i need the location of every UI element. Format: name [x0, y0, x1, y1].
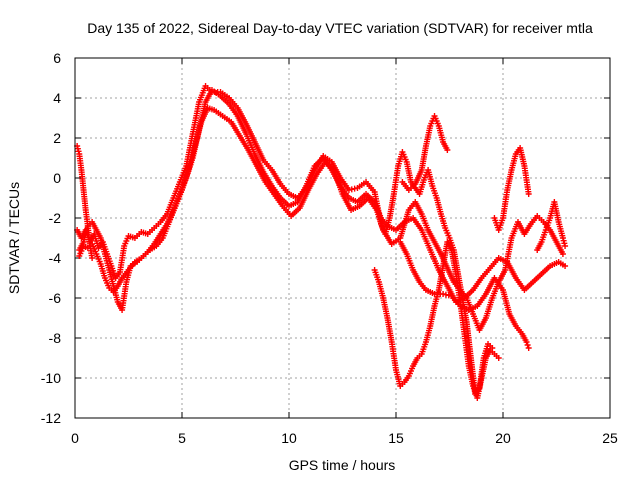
series-track-2	[76, 105, 566, 333]
series-track-5	[397, 239, 532, 351]
y-tick-label: -6	[49, 290, 62, 306]
y-tick-label: -2	[49, 210, 62, 226]
data-point	[525, 191, 532, 197]
series-track-7	[491, 145, 532, 233]
x-tick-label: 20	[495, 430, 511, 446]
series-track-4	[371, 239, 502, 401]
x-tick-label: 25	[602, 430, 618, 446]
y-tick-label: -8	[49, 330, 62, 346]
y-ticks: -12 -10 -8 -6 -4 -2 0 2 4 6	[41, 50, 610, 426]
plot-frame	[74, 57, 611, 419]
y-tick-label: 4	[53, 90, 61, 106]
x-ticks: 0 5 10 15 20 25	[71, 58, 618, 446]
chart-title: Day 135 of 2022, Sidereal Day-to-day VTE…	[87, 20, 593, 36]
x-tick-label: 0	[71, 430, 79, 446]
y-tick-label: 6	[53, 50, 61, 66]
x-tick-label: 5	[178, 430, 186, 446]
y-axis-label: SDTVAR / TECUs	[6, 182, 22, 294]
data-point	[444, 147, 451, 153]
series-track-9	[74, 143, 96, 261]
x-axis-label: GPS time / hours	[289, 457, 396, 473]
data-point	[495, 355, 502, 361]
y-tick-label: -10	[41, 370, 61, 386]
data-point	[524, 342, 531, 348]
data-point	[523, 339, 530, 345]
series-track-8	[534, 199, 569, 253]
data-point	[525, 345, 532, 351]
x-tick-label: 15	[388, 430, 404, 446]
series-track-6	[399, 113, 451, 193]
data-point	[89, 255, 96, 261]
grid	[75, 58, 610, 418]
y-tick-label: -12	[41, 410, 61, 426]
plot-points	[74, 83, 569, 401]
y-tick-label: -4	[49, 250, 62, 266]
y-tick-label: 0	[53, 170, 61, 186]
x-tick-label: 10	[281, 430, 297, 446]
series-track-3	[76, 87, 569, 305]
y-tick-label: 2	[53, 130, 61, 146]
data-point	[562, 263, 569, 269]
data-point	[559, 251, 566, 257]
data-point	[562, 243, 569, 249]
